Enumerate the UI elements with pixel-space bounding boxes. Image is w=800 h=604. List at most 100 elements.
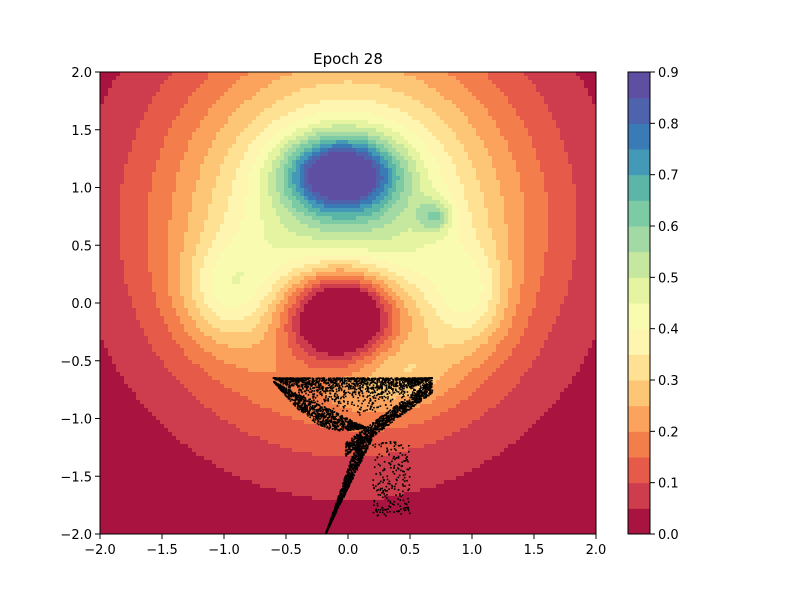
sample-point [323, 382, 325, 384]
sample-point [407, 409, 409, 411]
sample-point [352, 426, 354, 428]
sample-point [330, 393, 332, 395]
sample-point [356, 423, 358, 425]
sample-point [402, 454, 404, 456]
sample-point [388, 454, 390, 456]
sample-point [307, 415, 309, 417]
sample-point [386, 490, 388, 492]
sample-point [345, 378, 347, 380]
sample-point [356, 441, 358, 443]
sample-point [351, 403, 353, 405]
sample-point [273, 381, 275, 383]
sample-point [335, 508, 337, 510]
sample-point [409, 399, 411, 401]
sample-point [382, 420, 384, 422]
sample-point [385, 415, 387, 417]
sample-point [350, 378, 352, 380]
sample-point [390, 463, 392, 465]
sample-point [392, 471, 394, 473]
sample-point [398, 489, 400, 491]
sample-point [398, 457, 400, 459]
sample-point [322, 411, 324, 413]
sample-point [402, 404, 404, 406]
sample-point [404, 407, 406, 409]
sample-point [349, 380, 351, 382]
sample-point [349, 469, 351, 471]
sample-point [380, 405, 382, 407]
sample-point [344, 494, 346, 496]
sample-point [337, 396, 339, 398]
sample-point [293, 385, 295, 387]
sample-point [405, 405, 407, 407]
sample-point [413, 401, 415, 403]
sample-point [339, 491, 341, 493]
sample-point [379, 489, 381, 491]
sample-point [273, 377, 275, 379]
sample-point [391, 421, 393, 423]
sample-point [335, 503, 337, 505]
sample-point [430, 384, 432, 386]
sample-point [371, 406, 373, 408]
sample-point [390, 384, 392, 386]
sample-point [345, 485, 347, 487]
sample-point [332, 390, 334, 392]
sample-point [410, 388, 412, 390]
sample-point [374, 382, 376, 384]
sample-point [293, 403, 295, 405]
sample-point [328, 421, 330, 423]
sample-point [401, 401, 403, 403]
sample-point [415, 404, 417, 406]
sample-point [315, 419, 317, 421]
sample-point [379, 454, 381, 456]
sample-point [312, 378, 314, 380]
sample-point [374, 411, 376, 413]
sample-point [397, 377, 399, 379]
sample-point [353, 444, 355, 446]
colorbar-segment [628, 98, 650, 124]
colorbar-tick-label: 0.3 [658, 374, 679, 389]
sample-point [409, 467, 411, 469]
sample-point [321, 413, 323, 415]
sample-point [361, 378, 363, 380]
sample-point [386, 448, 388, 450]
sample-point [413, 395, 415, 397]
sample-point [359, 437, 361, 439]
sample-point [317, 401, 319, 403]
sample-point [302, 379, 304, 381]
sample-point [358, 400, 360, 402]
sample-point [388, 382, 390, 384]
sample-point [302, 381, 304, 383]
sample-point [349, 465, 351, 467]
sample-point [352, 393, 354, 395]
sample-point [387, 393, 389, 395]
sample-point [389, 421, 391, 423]
sample-point [388, 411, 390, 413]
sample-point [358, 465, 360, 467]
sample-point [353, 379, 355, 381]
sample-point [337, 397, 339, 399]
sample-point [362, 387, 364, 389]
sample-point [391, 381, 393, 383]
sample-point [334, 379, 336, 381]
sample-point [359, 462, 361, 464]
sample-point [400, 410, 402, 412]
sample-point [327, 398, 329, 400]
sample-point [351, 401, 353, 403]
y-axis: −2.0−1.5−1.0−0.50.00.51.01.52.0 [60, 66, 100, 543]
sample-point [372, 484, 374, 486]
sample-point [287, 384, 289, 386]
sample-point [293, 400, 295, 402]
sample-point [309, 407, 311, 409]
sample-point [393, 511, 395, 513]
sample-point [406, 480, 408, 482]
sample-point [380, 446, 382, 448]
sample-point [299, 386, 301, 388]
sample-point [387, 483, 389, 485]
colorbar-segment [628, 483, 650, 509]
sample-point [345, 489, 347, 491]
sample-point [399, 413, 401, 415]
sample-point [318, 424, 320, 426]
sample-point [327, 412, 329, 414]
sample-point [357, 425, 359, 427]
